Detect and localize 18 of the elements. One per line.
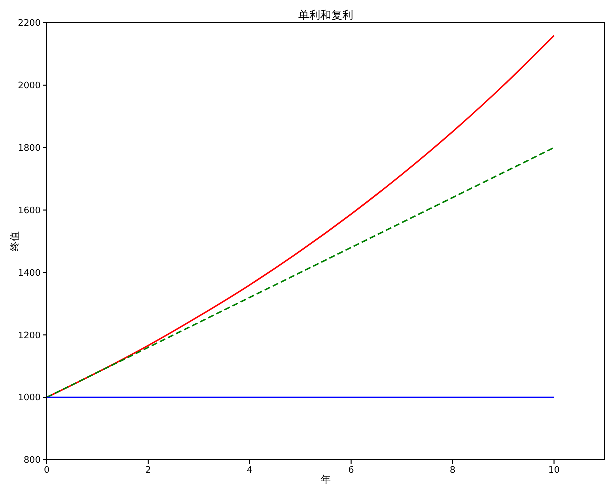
x-tick-label: 6	[348, 466, 354, 476]
y-tick-label: 1000	[18, 394, 42, 404]
x-tick-label: 0	[44, 466, 50, 476]
y-tick-label: 1600	[18, 206, 42, 216]
y-tick-label: 1400	[18, 268, 42, 279]
y-tick-label: 800	[24, 456, 42, 466]
x-axis-title: 年	[321, 474, 331, 486]
x-tick-label: 2	[146, 466, 152, 476]
line-series	[46, 147, 556, 398]
x-tick-label: 10	[548, 466, 560, 476]
y-tick-label: 1200	[18, 331, 42, 342]
y-tick-label: 2200	[18, 19, 42, 30]
x-tick-label: 8	[450, 466, 456, 476]
x-tick-label: 4	[247, 466, 254, 476]
y-tick-label: 1800	[18, 144, 42, 154]
chart-title: 单利和复利	[298, 9, 354, 22]
y-axis-title: 终值	[9, 232, 21, 252]
y-tick-label: 2000	[18, 82, 42, 92]
